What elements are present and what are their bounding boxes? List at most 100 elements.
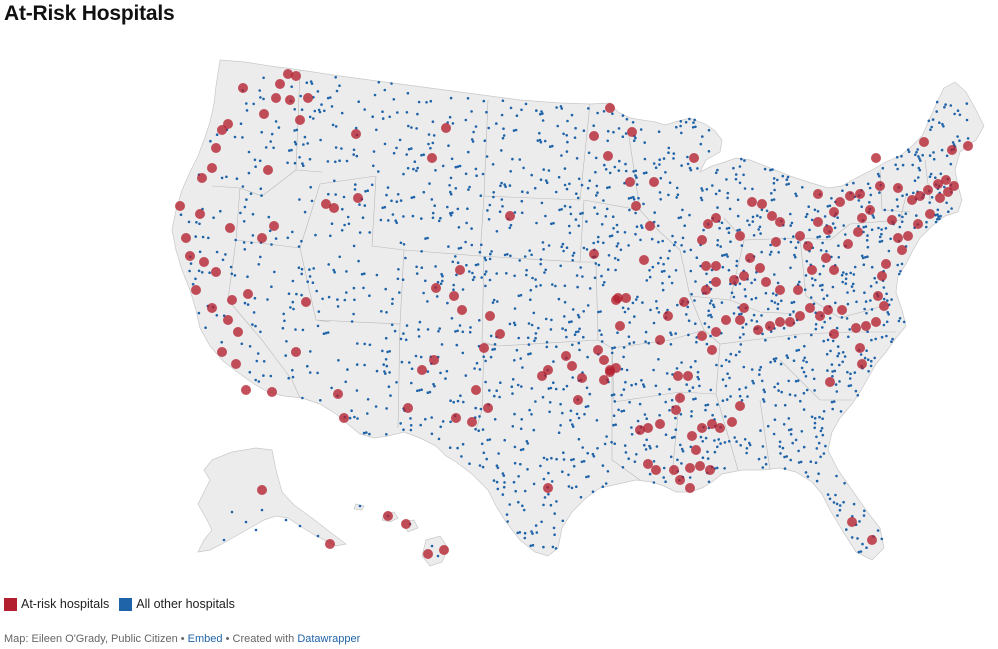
- at-risk-hospital-marker[interactable]: [941, 175, 951, 185]
- at-risk-hospital-marker[interactable]: [225, 223, 235, 233]
- at-risk-hospital-marker[interactable]: [441, 123, 451, 133]
- at-risk-hospital-marker[interactable]: [267, 387, 277, 397]
- at-risk-hospital-marker[interactable]: [479, 343, 489, 353]
- at-risk-hospital-marker[interactable]: [401, 519, 411, 529]
- at-risk-hospital-marker[interactable]: [303, 93, 313, 103]
- at-risk-hospital-marker[interactable]: [695, 461, 705, 471]
- at-risk-hospital-marker[interactable]: [605, 103, 615, 113]
- at-risk-hospital-marker[interactable]: [663, 311, 673, 321]
- at-risk-hospital-marker[interactable]: [761, 277, 771, 287]
- at-risk-hospital-marker[interactable]: [919, 137, 929, 147]
- at-risk-hospital-marker[interactable]: [635, 425, 645, 435]
- at-risk-hospital-marker[interactable]: [325, 539, 335, 549]
- at-risk-hospital-marker[interactable]: [679, 297, 689, 307]
- at-risk-hospital-marker[interactable]: [439, 545, 449, 555]
- at-risk-hospital-marker[interactable]: [185, 251, 195, 261]
- at-risk-hospital-marker[interactable]: [651, 465, 661, 475]
- at-risk-hospital-marker[interactable]: [847, 517, 857, 527]
- at-risk-hospital-marker[interactable]: [963, 141, 973, 151]
- at-risk-hospital-marker[interactable]: [711, 277, 721, 287]
- at-risk-hospital-marker[interactable]: [211, 267, 221, 277]
- at-risk-hospital-marker[interactable]: [701, 261, 711, 271]
- at-risk-hospital-marker[interactable]: [621, 293, 631, 303]
- at-risk-hospital-marker[interactable]: [829, 265, 839, 275]
- at-risk-hospital-marker[interactable]: [627, 127, 637, 137]
- at-risk-hospital-marker[interactable]: [655, 419, 665, 429]
- at-risk-hospital-marker[interactable]: [881, 259, 891, 269]
- at-risk-hospital-marker[interactable]: [823, 225, 833, 235]
- at-risk-hospital-marker[interactable]: [605, 365, 615, 375]
- at-risk-hospital-marker[interactable]: [729, 275, 739, 285]
- at-risk-hospital-marker[interactable]: [283, 69, 293, 79]
- at-risk-hospital-marker[interactable]: [867, 535, 877, 545]
- at-risk-hospital-marker[interactable]: [755, 263, 765, 273]
- at-risk-hospital-marker[interactable]: [691, 445, 701, 455]
- at-risk-hospital-marker[interactable]: [739, 271, 749, 281]
- at-risk-hospital-marker[interactable]: [351, 129, 361, 139]
- at-risk-hospital-marker[interactable]: [721, 315, 731, 325]
- at-risk-hospital-marker[interactable]: [329, 203, 339, 213]
- at-risk-hospital-marker[interactable]: [853, 227, 863, 237]
- at-risk-hospital-marker[interactable]: [669, 465, 679, 475]
- at-risk-hospital-marker[interactable]: [845, 191, 855, 201]
- at-risk-hospital-marker[interactable]: [259, 109, 269, 119]
- at-risk-hospital-marker[interactable]: [857, 213, 867, 223]
- at-risk-hospital-marker[interactable]: [285, 95, 295, 105]
- at-risk-hospital-marker[interactable]: [207, 163, 217, 173]
- at-risk-hospital-marker[interactable]: [815, 311, 825, 321]
- at-risk-hospital-marker[interactable]: [829, 329, 839, 339]
- at-risk-hospital-marker[interactable]: [943, 187, 953, 197]
- at-risk-hospital-marker[interactable]: [577, 373, 587, 383]
- at-risk-hospital-marker[interactable]: [603, 151, 613, 161]
- at-risk-hospital-marker[interactable]: [707, 345, 717, 355]
- at-risk-hospital-marker[interactable]: [675, 393, 685, 403]
- at-risk-hospital-marker[interactable]: [887, 215, 897, 225]
- at-risk-hospital-marker[interactable]: [241, 385, 251, 395]
- at-risk-hospital-marker[interactable]: [697, 235, 707, 245]
- at-risk-hospital-marker[interactable]: [907, 195, 917, 205]
- at-risk-hospital-marker[interactable]: [795, 231, 805, 241]
- at-risk-hospital-marker[interactable]: [655, 335, 665, 345]
- at-risk-hospital-marker[interactable]: [683, 371, 693, 381]
- at-risk-hospital-marker[interactable]: [615, 321, 625, 331]
- at-risk-hospital-marker[interactable]: [191, 285, 201, 295]
- at-risk-hospital-marker[interactable]: [739, 303, 749, 313]
- at-risk-hospital-marker[interactable]: [687, 431, 697, 441]
- at-risk-hospital-marker[interactable]: [675, 475, 685, 485]
- at-risk-hospital-marker[interactable]: [705, 465, 715, 475]
- at-risk-hospital-marker[interactable]: [649, 177, 659, 187]
- at-risk-hospital-marker[interactable]: [455, 265, 465, 275]
- at-risk-hospital-marker[interactable]: [589, 249, 599, 259]
- at-risk-hospital-marker[interactable]: [735, 231, 745, 241]
- at-risk-hospital-marker[interactable]: [271, 93, 281, 103]
- at-risk-hospital-marker[interactable]: [263, 165, 273, 175]
- at-risk-hospital-marker[interactable]: [837, 305, 847, 315]
- at-risk-hospital-marker[interactable]: [471, 385, 481, 395]
- at-risk-hospital-marker[interactable]: [417, 365, 427, 375]
- at-risk-hospital-marker[interactable]: [915, 191, 925, 201]
- at-risk-hospital-marker[interactable]: [561, 351, 571, 361]
- at-risk-hospital-marker[interactable]: [913, 219, 923, 229]
- at-risk-hospital-marker[interactable]: [243, 289, 253, 299]
- at-risk-hospital-marker[interactable]: [701, 285, 711, 295]
- at-risk-hospital-marker[interactable]: [823, 305, 833, 315]
- at-risk-hospital-marker[interactable]: [301, 297, 311, 307]
- at-risk-hospital-marker[interactable]: [767, 211, 777, 221]
- at-risk-hospital-marker[interactable]: [803, 241, 813, 251]
- at-risk-hospital-marker[interactable]: [423, 549, 433, 559]
- at-risk-hospital-marker[interactable]: [879, 301, 889, 311]
- at-risk-hospital-marker[interactable]: [689, 153, 699, 163]
- at-risk-hospital-marker[interactable]: [257, 233, 267, 243]
- at-risk-hospital-marker[interactable]: [775, 285, 785, 295]
- at-risk-hospital-marker[interactable]: [877, 271, 887, 281]
- at-risk-hospital-marker[interactable]: [333, 389, 343, 399]
- at-risk-hospital-marker[interactable]: [813, 217, 823, 227]
- at-risk-hospital-marker[interactable]: [645, 221, 655, 231]
- at-risk-hospital-marker[interactable]: [238, 83, 248, 93]
- datawrapper-link[interactable]: Datawrapper: [297, 633, 361, 645]
- at-risk-hospital-marker[interactable]: [427, 153, 437, 163]
- at-risk-hospital-marker[interactable]: [757, 199, 767, 209]
- at-risk-hospital-marker[interactable]: [537, 371, 547, 381]
- at-risk-hospital-marker[interactable]: [707, 419, 717, 429]
- at-risk-hospital-marker[interactable]: [467, 417, 477, 427]
